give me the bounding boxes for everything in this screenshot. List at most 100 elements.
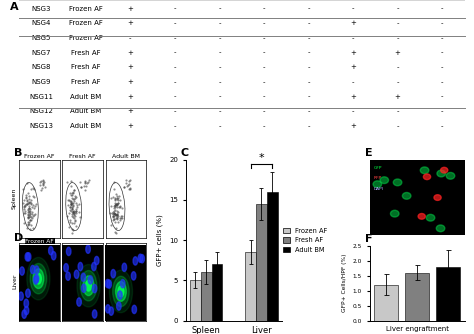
- Point: [30, 212, 38, 217]
- Point: [31, 203, 39, 209]
- Point: [117, 270, 125, 276]
- Point: [27, 206, 34, 211]
- Point: [64, 282, 72, 287]
- Point: [107, 285, 114, 290]
- Point: [112, 295, 120, 300]
- Circle shape: [420, 167, 429, 174]
- Point: [70, 279, 77, 285]
- Point: [110, 213, 118, 218]
- Point: [36, 180, 44, 185]
- Point: [112, 296, 119, 302]
- Point: [75, 275, 82, 280]
- Point: [115, 271, 123, 276]
- Point: [111, 300, 118, 306]
- Point: [68, 184, 75, 189]
- Circle shape: [94, 257, 99, 265]
- Point: [123, 260, 130, 265]
- Point: [116, 198, 123, 203]
- Point: [124, 265, 131, 270]
- Title: Adult BM: Adult BM: [112, 154, 140, 159]
- Point: [113, 211, 121, 216]
- Point: [72, 208, 80, 213]
- Point: [112, 289, 120, 295]
- Point: [33, 287, 41, 292]
- Point: [73, 283, 80, 289]
- Point: [121, 291, 128, 296]
- Point: [124, 266, 132, 272]
- Point: [73, 303, 80, 308]
- Point: [69, 287, 76, 292]
- Point: [67, 202, 75, 207]
- Point: [112, 283, 120, 288]
- Title: Frozen AF: Frozen AF: [24, 154, 55, 159]
- Text: B: B: [14, 148, 23, 158]
- Point: [37, 178, 45, 184]
- Point: [68, 205, 76, 210]
- Point: [72, 276, 79, 282]
- Text: *: *: [259, 153, 264, 163]
- Point: [27, 197, 35, 202]
- Circle shape: [30, 264, 46, 294]
- Point: [39, 177, 46, 183]
- Point: [27, 286, 35, 291]
- Point: [111, 287, 119, 292]
- Point: [71, 211, 78, 216]
- Point: [114, 216, 121, 221]
- Point: [82, 263, 90, 269]
- Point: [114, 306, 121, 311]
- Point: [70, 190, 77, 195]
- Point: [23, 181, 31, 186]
- Point: [35, 300, 43, 305]
- Point: [26, 199, 33, 205]
- Circle shape: [132, 305, 137, 314]
- Point: [113, 202, 120, 208]
- Point: [24, 201, 31, 206]
- Point: [31, 295, 38, 300]
- Point: [122, 181, 129, 186]
- Point: [71, 220, 78, 225]
- Point: [67, 208, 75, 213]
- Point: [68, 220, 76, 226]
- Point: [64, 198, 72, 203]
- Text: E: E: [365, 148, 373, 158]
- Circle shape: [20, 267, 24, 275]
- Point: [26, 296, 34, 301]
- Point: [112, 282, 119, 288]
- Point: [122, 264, 130, 270]
- Point: [70, 198, 78, 203]
- Circle shape: [423, 174, 430, 180]
- Point: [32, 201, 39, 207]
- Point: [117, 287, 124, 293]
- Point: [73, 309, 81, 314]
- Circle shape: [441, 167, 448, 173]
- Point: [66, 279, 73, 284]
- Point: [112, 308, 119, 313]
- Point: [23, 225, 31, 231]
- Point: [110, 186, 118, 192]
- Circle shape: [133, 257, 137, 265]
- Point: [115, 193, 123, 199]
- Point: [26, 200, 33, 206]
- Point: [27, 277, 35, 283]
- Point: [25, 212, 32, 217]
- Text: D: D: [14, 233, 24, 243]
- Point: [111, 207, 118, 212]
- Point: [109, 209, 117, 214]
- Point: [70, 209, 78, 214]
- Point: [68, 198, 75, 203]
- Point: [28, 282, 36, 288]
- Point: [27, 298, 35, 303]
- Point: [81, 178, 89, 183]
- Point: [125, 270, 133, 275]
- Point: [27, 291, 35, 296]
- Point: [19, 200, 27, 205]
- Point: [112, 294, 119, 300]
- Circle shape: [27, 258, 50, 300]
- Point: [113, 314, 121, 320]
- Point: [81, 259, 89, 265]
- Point: [65, 211, 73, 216]
- Point: [22, 195, 29, 200]
- Point: [109, 285, 117, 291]
- Point: [29, 225, 36, 230]
- Point: [25, 208, 33, 214]
